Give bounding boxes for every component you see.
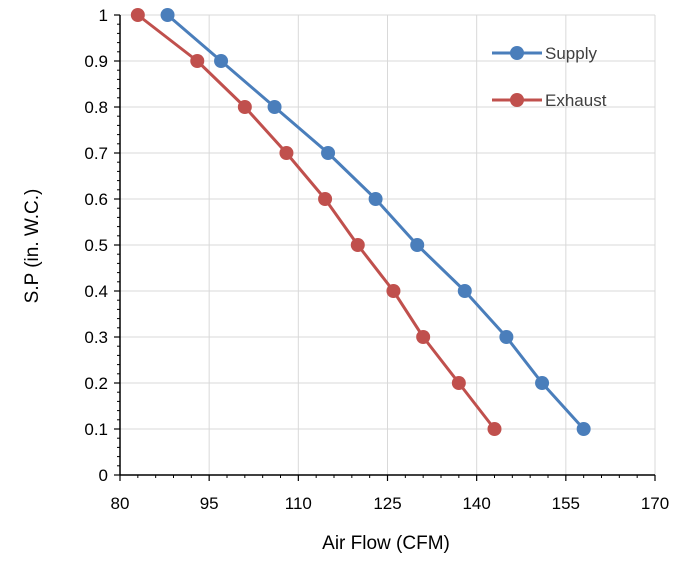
exhaust-data-point — [386, 284, 400, 298]
y-tick-label: 0.9 — [84, 52, 108, 71]
exhaust-data-point — [351, 238, 365, 252]
y-tick-label: 0.4 — [84, 282, 108, 301]
supply-data-point — [161, 8, 175, 22]
supply-data-point — [577, 422, 591, 436]
x-tick-label: 80 — [111, 494, 130, 513]
x-tick-label: 125 — [373, 494, 401, 513]
x-axis-title: Air Flow (CFM) — [322, 533, 450, 554]
y-tick-label: 0.8 — [84, 98, 108, 117]
exhaust-data-point — [452, 376, 466, 390]
supply-data-point — [321, 146, 335, 160]
y-tick-label: 0.3 — [84, 328, 108, 347]
legend-supply-marker — [510, 46, 524, 60]
exhaust-data-point — [416, 330, 430, 344]
x-tick-label: 170 — [641, 494, 669, 513]
exhaust-data-point — [131, 8, 145, 22]
exhaust-data-point — [279, 146, 293, 160]
exhaust-data-point — [190, 54, 204, 68]
y-tick-label: 0.5 — [84, 236, 108, 255]
supply-data-point — [458, 284, 472, 298]
y-tick-label: 0.7 — [84, 144, 108, 163]
legend-supply-label: Supply — [545, 44, 597, 63]
supply-data-point — [214, 54, 228, 68]
supply-data-point — [499, 330, 513, 344]
x-tick-label: 95 — [200, 494, 219, 513]
x-tick-label: 140 — [462, 494, 490, 513]
legend-exhaust-marker — [510, 93, 524, 107]
y-axis-title: S.P (in. W.C.) — [22, 189, 43, 304]
supply-data-point — [369, 192, 383, 206]
x-tick-label: 155 — [552, 494, 580, 513]
exhaust-data-point — [488, 422, 502, 436]
x-tick-label: 110 — [285, 494, 312, 513]
exhaust-data-point — [318, 192, 332, 206]
y-tick-label: 0.6 — [84, 190, 108, 209]
legend-exhaust-label: Exhaust — [545, 91, 607, 110]
supply-data-point — [410, 238, 424, 252]
y-tick-label: 0.2 — [84, 374, 108, 393]
supply-data-point — [268, 100, 282, 114]
y-tick-label: 0.1 — [84, 420, 108, 439]
y-tick-label: 0 — [99, 466, 108, 485]
y-tick-label: 1 — [99, 6, 108, 25]
supply-data-point — [535, 376, 549, 390]
exhaust-data-point — [238, 100, 252, 114]
